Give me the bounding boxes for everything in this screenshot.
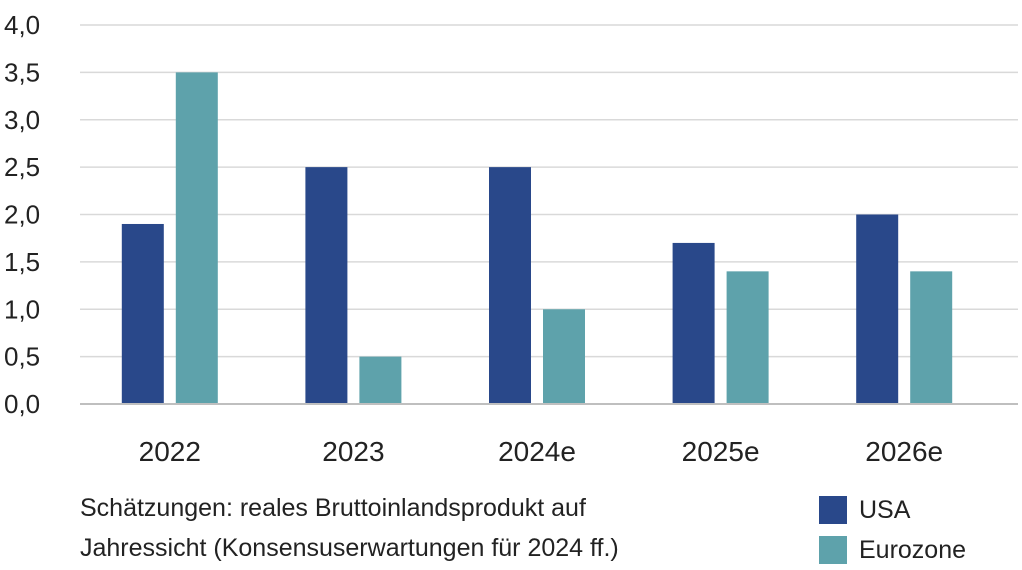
y-tick-label: 0,5	[4, 342, 40, 372]
bars	[121, 72, 953, 404]
legend: USA Eurozone	[819, 490, 966, 570]
legend-swatch-usa	[819, 496, 847, 524]
legend-label-eurozone: Eurozone	[859, 535, 967, 564]
x-tick-label: 2024e	[498, 436, 576, 467]
chart-caption: Schätzungen: reales Bruttoinlandsprodukt…	[80, 488, 720, 568]
y-tick-label: 3,0	[4, 105, 40, 135]
bar-eurozone-2023	[359, 356, 402, 404]
legend-label-usa: USA	[859, 495, 911, 524]
y-tick-label: 4,0	[4, 10, 40, 40]
legend-item-usa: USA	[819, 490, 966, 530]
bar-usa-2023	[305, 167, 348, 404]
bar-eurozone-2024e	[543, 309, 585, 404]
x-tick-label: 2023	[322, 436, 384, 467]
y-tick-label: 2,0	[4, 200, 40, 230]
legend-item-eurozone: Eurozone	[819, 530, 966, 570]
y-axis-ticks: 0,0 0,5 1,0 1,5 2,0 2,5 3,0 3,5 4,0	[4, 10, 40, 419]
y-tick-label: 3,5	[4, 57, 40, 87]
bar-eurozone-2025e	[726, 271, 769, 404]
y-tick-label: 1,5	[4, 247, 40, 277]
x-tick-label: 2025e	[682, 436, 760, 467]
x-axis-ticks: 2022 2023 2024e 2025e 2026e	[139, 436, 943, 467]
bar-usa-2022	[121, 223, 164, 404]
bar-eurozone-2022	[175, 72, 218, 404]
bar-usa-2025e	[672, 242, 715, 404]
bar-usa-2024e	[489, 167, 531, 404]
caption-line-2: Jahressicht (Konsensuserwartungen für 20…	[80, 534, 619, 562]
bar-chart: 0,0 0,5 1,0 1,5 2,0 2,5 3,0 3,5 4,0 2022 2023 2024…	[4, 10, 1018, 467]
x-tick-label: 2022	[139, 436, 201, 467]
y-tick-label: 0,0	[4, 389, 40, 419]
legend-swatch-eurozone	[819, 536, 847, 564]
y-tick-label: 2,5	[4, 152, 40, 182]
gridlines	[80, 24, 1018, 358]
y-tick-label: 1,0	[4, 294, 40, 324]
bar-usa-2026e	[856, 214, 899, 404]
x-tick-label: 2026e	[865, 436, 943, 467]
bar-eurozone-2026e	[910, 271, 953, 404]
caption-line-1: Schätzungen: reales Bruttoinlandsprodukt…	[80, 494, 586, 522]
